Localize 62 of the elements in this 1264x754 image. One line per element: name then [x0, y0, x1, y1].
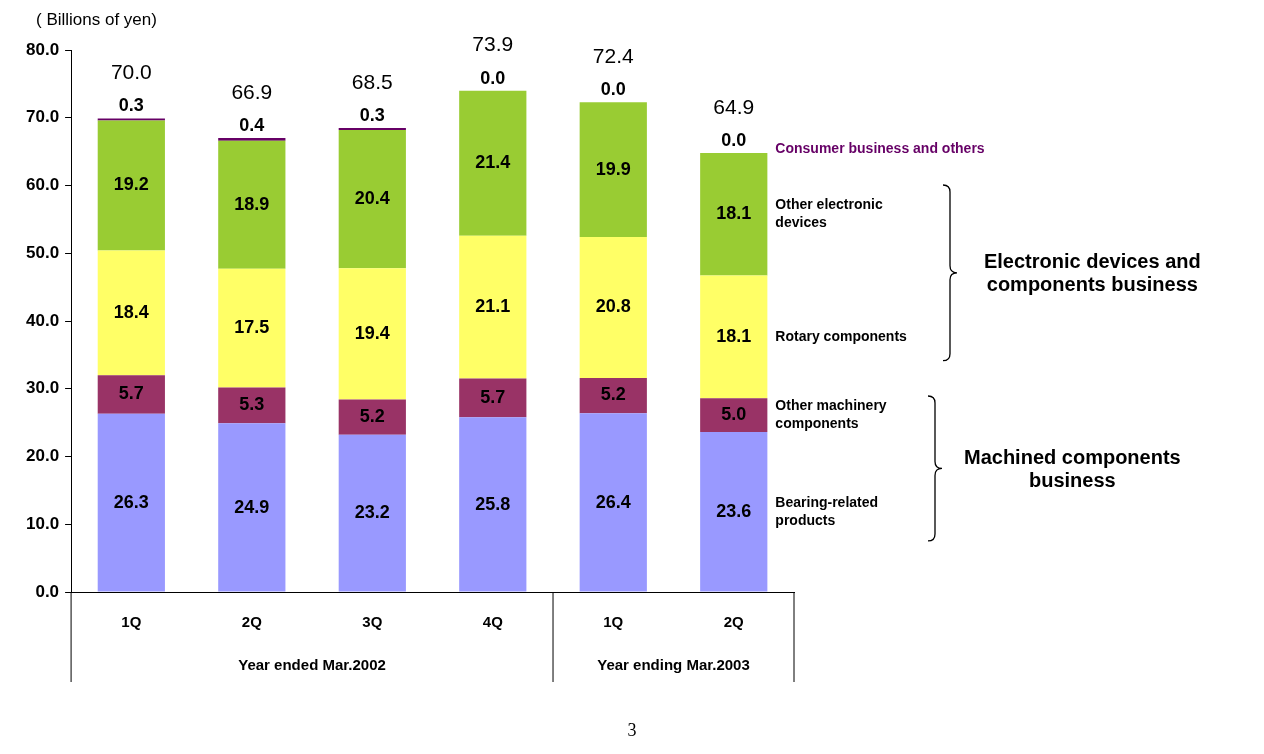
data-label: 26.4	[595, 491, 631, 512]
series-label: Other electronic devices	[775, 196, 883, 231]
text: Machined components business	[963, 445, 1182, 492]
data-label: 26.3	[113, 491, 149, 512]
data-label: 18.1	[716, 203, 752, 224]
text: 3	[627, 719, 637, 741]
text: Year ending Mar.2003	[597, 655, 750, 673]
data-label: 5.0	[721, 404, 747, 425]
data-label: 21.4	[475, 152, 511, 173]
total-label: 72.4	[592, 43, 635, 67]
data-label: 19.2	[113, 174, 149, 195]
x-tick-label: 1Q	[603, 613, 624, 631]
y-tick-label: 60.0	[25, 175, 60, 195]
total-label: 64.9	[713, 94, 755, 118]
total-label: 68.5	[351, 69, 393, 93]
series-label: Other machinery components	[775, 397, 887, 432]
data-label: 19.4	[354, 322, 390, 343]
text: Year ended Mar.2002	[238, 655, 386, 673]
data-label: 17.5	[234, 317, 270, 338]
data-label: 5.2	[600, 384, 626, 405]
data-label: 0.3	[359, 104, 385, 125]
y-tick-label: 0.0	[35, 581, 60, 601]
data-label: 5.7	[118, 383, 144, 404]
data-label: 18.9	[234, 193, 270, 214]
data-label: 0.0	[480, 67, 506, 88]
data-label: 0.4	[239, 115, 265, 136]
text: Electronic devices and components business	[982, 250, 1202, 297]
series-label: Rotary components	[775, 327, 908, 344]
data-label: 5.7	[480, 386, 506, 407]
x-tick-label: 4Q	[482, 613, 504, 631]
x-tick-label: 3Q	[362, 613, 383, 631]
data-label: 5.3	[239, 394, 265, 415]
data-label: 23.6	[716, 501, 752, 522]
x-tick-label: 2Q	[723, 613, 745, 631]
data-label: 25.8	[475, 493, 511, 514]
y-tick-label: 20.0	[25, 446, 60, 466]
data-label: 20.8	[595, 296, 631, 317]
y-tick-label: 40.0	[25, 310, 60, 330]
data-label: 20.4	[354, 188, 390, 209]
data-label: 0.0	[721, 129, 747, 150]
data-label: 23.2	[354, 502, 390, 523]
total-label: 73.9	[472, 32, 514, 56]
data-label: 0.0	[600, 79, 626, 100]
data-label: 18.4	[113, 301, 149, 322]
data-label: 24.9	[234, 496, 270, 517]
data-label: 0.3	[118, 95, 144, 116]
series-label: Bearing-related products	[775, 493, 879, 528]
data-label: 19.9	[595, 158, 631, 179]
data-label: 5.2	[359, 406, 385, 427]
total-label: 66.9	[231, 79, 273, 103]
y-axis-title: ( Billions of yen)	[36, 10, 157, 30]
total-label: 70.0	[110, 60, 152, 84]
x-tick-label: 1Q	[121, 613, 142, 631]
data-label: 18.1	[716, 325, 752, 346]
y-tick-label: 10.0	[25, 513, 60, 533]
y-tick-label: 80.0	[25, 39, 60, 59]
y-tick-label: 30.0	[25, 378, 60, 398]
text: Consumer business and others	[775, 139, 985, 156]
x-tick-label: 2Q	[241, 613, 263, 631]
data-label: 21.1	[475, 296, 511, 317]
y-tick-label: 50.0	[25, 242, 60, 262]
y-tick-label: 70.0	[25, 107, 60, 127]
